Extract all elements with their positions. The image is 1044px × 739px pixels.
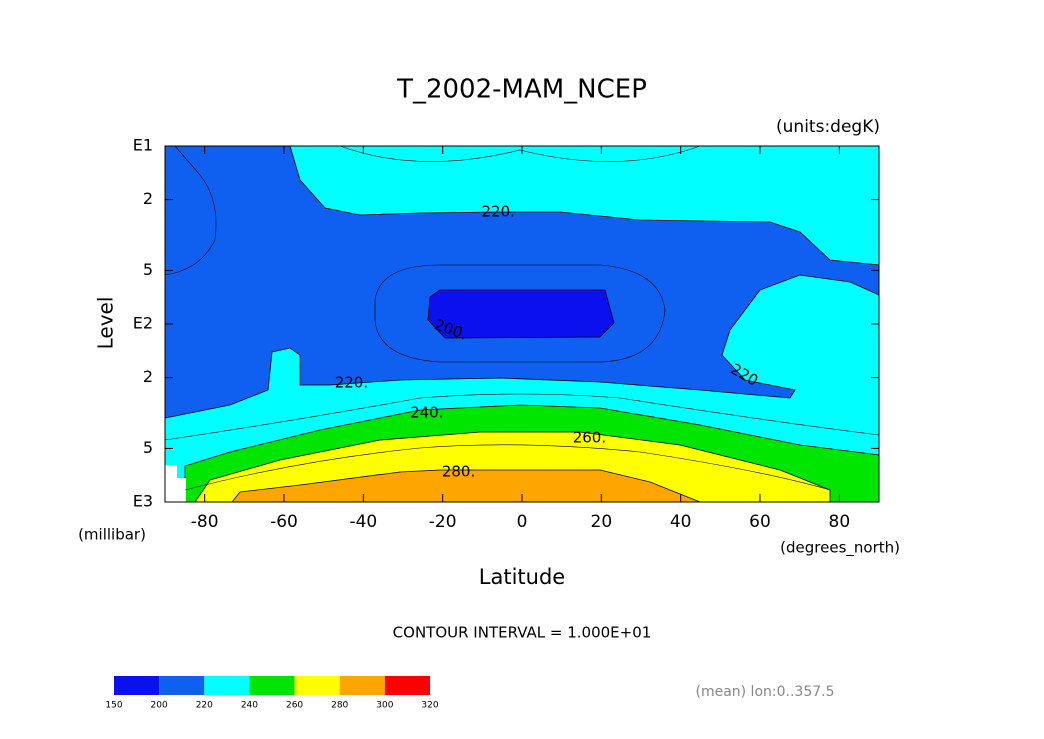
- units-label: (units:degK): [776, 117, 880, 137]
- x-tick-label: 80: [829, 512, 851, 532]
- x-tick-label: 0: [517, 512, 528, 532]
- contour-label: 280.: [442, 462, 475, 480]
- x-axis-label: Latitude: [479, 565, 565, 589]
- colorbar-label: 280: [331, 701, 348, 711]
- contour-label: 260.: [573, 429, 606, 447]
- contour-line: [339, 145, 701, 162]
- colorbar-label: 200: [151, 701, 168, 711]
- y-tick-label: E2: [133, 314, 153, 333]
- colorbar-label: 260: [286, 701, 303, 711]
- y-tick-label: E3: [133, 492, 153, 511]
- contour-line: [184, 444, 831, 491]
- x-tick-label: -80: [191, 512, 219, 532]
- colorbar-swatch: [339, 676, 385, 695]
- contour-line: [374, 264, 666, 363]
- averaging-note: (mean) lon:0..357.5: [695, 684, 834, 700]
- x-tick-label: 40: [670, 512, 692, 532]
- colorbar-swatch: [294, 676, 340, 695]
- contour-line: [164, 145, 217, 276]
- x-tick-label: -40: [349, 512, 377, 532]
- x-units: (degrees_north): [780, 539, 900, 558]
- x-tick-label: -60: [270, 512, 298, 532]
- x-tick-label: -20: [429, 512, 457, 532]
- contour-label: 220.: [335, 373, 368, 391]
- footnote: CONTOUR INTERVAL = 1.000E+01: [393, 624, 652, 642]
- colorbar-label: 300: [376, 701, 393, 711]
- x-tick-label: 20: [591, 512, 613, 532]
- colorbar-label: 150: [105, 701, 122, 711]
- colorbar-swatch: [159, 676, 205, 695]
- colorbar-swatch: [249, 676, 295, 695]
- y-tick-label: 5: [143, 438, 153, 457]
- contour-band: [164, 145, 880, 419]
- missing-data: [165, 465, 186, 502]
- colorbar-swatch: [384, 676, 430, 695]
- colorbar-label: 240: [241, 701, 258, 711]
- colorbar-swatch: [114, 676, 160, 695]
- y-units: (millibar): [78, 526, 146, 544]
- contour-band: [427, 289, 615, 339]
- colorbar-label: 320: [421, 701, 438, 711]
- contour-line: [164, 393, 880, 441]
- colorbar-label: 220: [196, 701, 213, 711]
- x-tick-label: 60: [749, 512, 771, 532]
- contour-band: [231, 469, 701, 503]
- y-axis-label: Level: [94, 297, 118, 350]
- contour-label: 240.: [410, 403, 443, 421]
- y-tick-label: 2: [143, 367, 153, 386]
- colorbar-swatch: [204, 676, 250, 695]
- contour-label: 220.: [481, 203, 514, 221]
- y-tick-label: E1: [133, 136, 153, 155]
- y-tick-label: 2: [143, 189, 153, 208]
- y-tick-label: 5: [143, 260, 153, 279]
- chart-title: T_2002-MAM_NCEP: [396, 75, 647, 105]
